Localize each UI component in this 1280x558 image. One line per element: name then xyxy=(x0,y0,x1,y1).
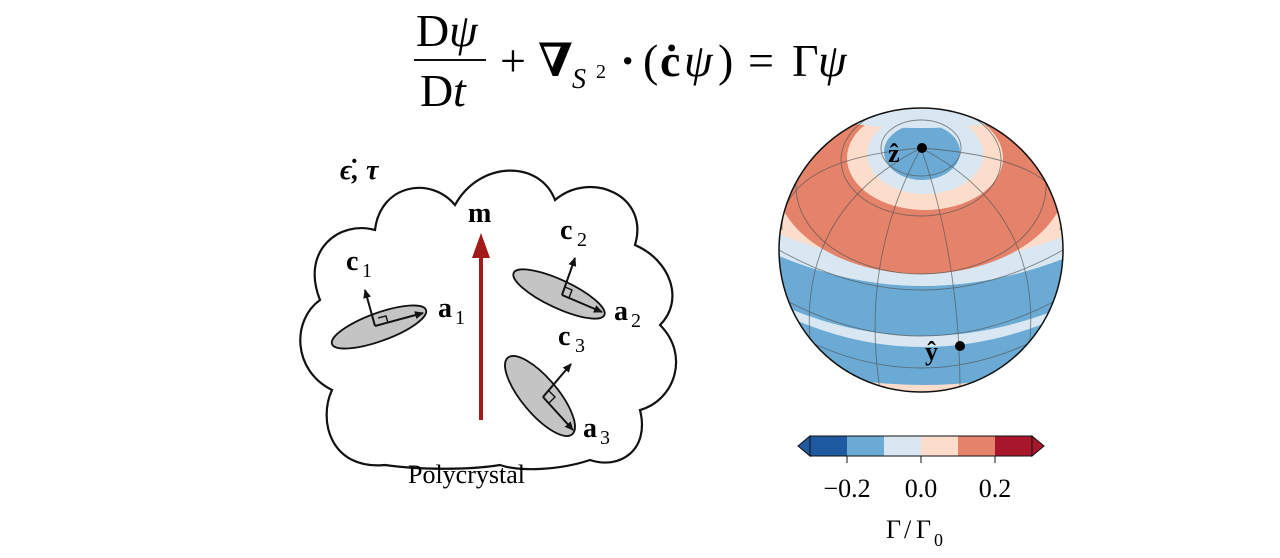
grain-3-right-angle xyxy=(548,390,556,404)
colorbar-left-extension xyxy=(797,434,811,458)
eq-dot-operator: · xyxy=(620,35,635,86)
c3-label: c xyxy=(558,321,570,352)
grain-3: c 3 a 3 xyxy=(504,321,610,449)
sphere-grid xyxy=(779,108,1063,392)
a1-subscript: 1 xyxy=(455,307,465,329)
c2-subscript: 2 xyxy=(577,229,587,251)
a1-label: a xyxy=(438,293,452,324)
colorbar: −0.2 0.0 0.2 Γ / Γ 0 xyxy=(797,434,1045,550)
sphere-outline xyxy=(778,107,1064,393)
eq-psi-rhs: ψ xyxy=(818,35,848,86)
colorbar-label-slash: / xyxy=(904,515,912,544)
sphere-band-lower-blue xyxy=(779,252,1063,392)
colorbar-right-extension xyxy=(1031,434,1045,458)
grain-1-c-axis xyxy=(363,289,376,327)
grain-3-ellipse xyxy=(504,355,576,437)
forcing-label: ϵ̇, τ xyxy=(340,155,380,186)
eq-nabla: ∇ xyxy=(538,35,573,86)
colorbar-label-subscript: 0 xyxy=(934,530,943,550)
grain-2-c-axis xyxy=(561,257,577,296)
sphere-band-light-blue xyxy=(779,230,1063,286)
grain-2-ellipse xyxy=(512,268,606,320)
z-hat-label: ẑ xyxy=(888,139,900,168)
colorbar-tick-label-2: 0.0 xyxy=(905,474,938,503)
grain-1-ellipse xyxy=(330,304,428,350)
colorbar-tick-label-1: −0.2 xyxy=(823,474,870,503)
eq-gamma: Γ xyxy=(792,35,819,86)
sphere-band-bottom-light xyxy=(779,300,1063,347)
c2-label: c xyxy=(560,215,572,246)
orientation-sphere: ẑ ŷ xyxy=(778,107,1064,393)
eq-open-paren: ( xyxy=(643,35,658,86)
colorbar-segment-2 xyxy=(847,436,884,456)
m-arrow-head xyxy=(472,233,490,258)
sphere-top-light-edge xyxy=(821,108,1021,128)
eq-subscript-S: S xyxy=(572,64,586,95)
a2-subscript: 2 xyxy=(631,310,641,332)
colorbar-segment-5 xyxy=(958,436,995,456)
colorbar-segment-1 xyxy=(810,436,847,456)
grain-2: c 2 a 2 xyxy=(512,215,641,332)
polycrystal-cloud-outline xyxy=(299,169,678,471)
eq-num-D: D xyxy=(416,5,449,56)
c1-subscript: 1 xyxy=(362,260,372,282)
colorbar-segment-6 xyxy=(995,436,1032,456)
governing-equation: D ψ D t + ∇ S 2 · ( ċ ψ ) = Γ ψ xyxy=(414,5,848,116)
grain-1: c 1 a 1 xyxy=(330,246,465,350)
grain-2-right-angle xyxy=(564,286,573,299)
colorbar-segment-3 xyxy=(884,436,921,456)
y-axis-point xyxy=(955,341,965,351)
colorbar-segment-4 xyxy=(921,436,958,456)
colorbar-label-gamma0: Γ xyxy=(916,515,931,544)
a3-subscript: 3 xyxy=(600,427,610,449)
grain-3-a-axis xyxy=(542,396,574,431)
a2-label: a xyxy=(614,296,628,327)
c1-label: c xyxy=(346,246,358,277)
colorbar-label-gamma: Γ xyxy=(886,515,901,544)
a3-label: a xyxy=(583,413,597,444)
eq-close-paren: ) xyxy=(718,35,733,86)
polycrystal-caption: Polycrystal xyxy=(408,460,525,489)
y-hat-label: ŷ xyxy=(925,337,938,366)
c3-subscript: 3 xyxy=(575,335,585,357)
z-axis-point xyxy=(917,143,927,153)
eq-plus: + xyxy=(500,35,526,86)
eq-den-D: D xyxy=(420,65,453,116)
colorbar-tick-label-3: 0.2 xyxy=(979,474,1012,503)
grain-1-right-angle xyxy=(377,315,389,324)
m-label: m xyxy=(468,198,491,229)
eq-cdot: ċ xyxy=(660,35,680,86)
eq-den-t: t xyxy=(453,65,467,116)
eq-subscript-2: 2 xyxy=(596,61,606,83)
grain-1-a-axis xyxy=(374,311,424,327)
eq-equals: = xyxy=(748,35,774,86)
sphere-band-red-lower xyxy=(779,178,1063,239)
grain-3-c-axis xyxy=(542,363,572,398)
eq-psi-inner: ψ xyxy=(684,35,714,86)
eq-num-psi: ψ xyxy=(449,5,479,56)
